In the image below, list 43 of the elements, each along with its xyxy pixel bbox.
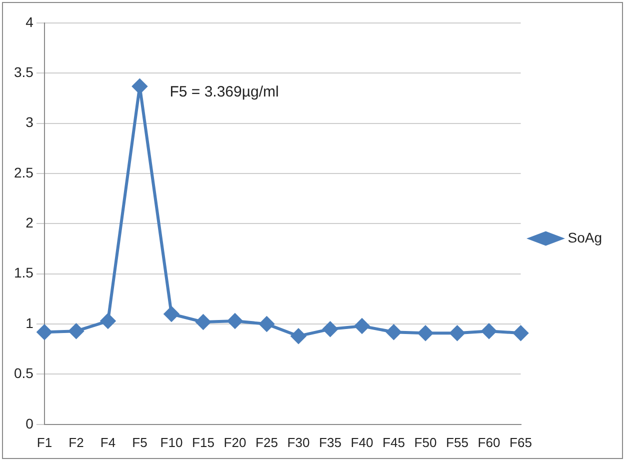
x-tick-label: F30	[287, 434, 310, 450]
x-tick-label: F1	[36, 434, 52, 450]
y-tick-label: 2	[26, 214, 34, 231]
x-tick-label: F25	[256, 434, 278, 450]
point	[259, 316, 274, 332]
y-tick-label: 0	[26, 415, 34, 432]
x-tick-label: F65	[510, 434, 532, 450]
point	[164, 306, 179, 322]
y-tick-label: 4	[26, 14, 34, 30]
x-tick-label: F20	[224, 434, 246, 450]
x-tick-label: F15	[192, 434, 214, 450]
x-tick-label: F45	[382, 434, 405, 450]
x-tick-label: F55	[446, 434, 468, 450]
point	[100, 314, 116, 329]
point	[354, 318, 370, 334]
legend-label: SoAg	[568, 229, 602, 246]
y-tick-label: 0.5	[14, 365, 34, 382]
x-tick-label: F2	[68, 434, 84, 450]
x-tick-label: F50	[414, 434, 437, 450]
point	[513, 326, 528, 341]
point	[36, 324, 52, 340]
y-tick-label: 3.5	[14, 64, 34, 80]
y-tick-label: 1.5	[14, 264, 34, 281]
annotation: F5 = 3.369µg/ml	[170, 83, 279, 100]
point	[132, 78, 148, 94]
x-tick-label: F10	[160, 434, 183, 450]
point	[227, 314, 242, 329]
x-tick-label: F35	[319, 434, 342, 450]
point	[290, 328, 306, 344]
point	[68, 324, 84, 339]
point	[322, 322, 338, 337]
y-tick-label: 3	[26, 114, 34, 130]
point	[482, 324, 496, 339]
y-tick-label: 2.5	[14, 164, 34, 180]
point	[450, 326, 465, 341]
x-tick-label: F4	[100, 434, 116, 450]
point	[196, 314, 211, 330]
x-tick-label: F5	[132, 434, 148, 450]
y-tick-label: 1	[26, 314, 34, 331]
x-tick-label: F60	[478, 434, 500, 450]
point	[386, 324, 402, 340]
point	[418, 326, 433, 341]
x-tick-label: F40	[350, 434, 374, 450]
